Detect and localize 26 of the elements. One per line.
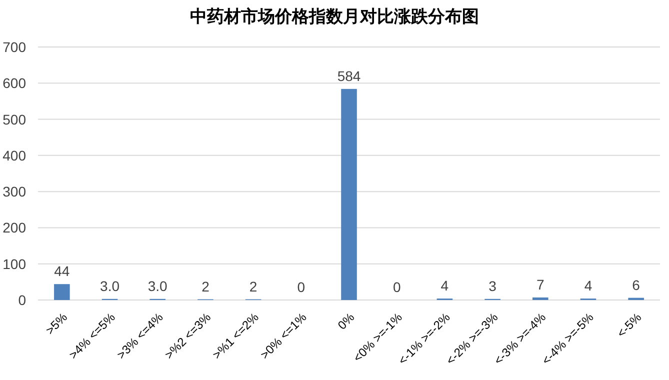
y-tick-label: 500 [2,111,26,128]
bar [54,284,70,300]
y-tick-label: 300 [2,184,26,200]
data-label: 7 [536,276,544,292]
data-label: 3.0 [100,278,120,294]
y-tick-label: 100 [2,256,26,272]
chart-title: 中药材市场价格指数月对比涨跌分布图 [190,7,479,26]
data-label: 4 [584,278,592,294]
data-label: 3 [488,278,497,294]
data-label: 2 [202,278,210,294]
data-label: 44 [54,263,70,280]
data-label: 0 [392,279,401,295]
x-tick-label: 0% [334,310,358,332]
y-tick-label: 200 [2,220,26,236]
y-tick-label: 700 [2,39,26,55]
data-label: 584 [337,68,361,84]
data-label: 3.0 [148,278,168,294]
y-tick-label: 400 [2,147,26,164]
data-label: 0 [297,279,306,295]
bar [532,297,548,300]
data-label: 6 [632,276,640,293]
bar [341,88,357,300]
y-tick-label: 600 [2,75,26,92]
data-label: 2 [249,278,258,294]
y-tick-label: 0 [18,292,26,308]
data-label: 4 [440,278,449,294]
